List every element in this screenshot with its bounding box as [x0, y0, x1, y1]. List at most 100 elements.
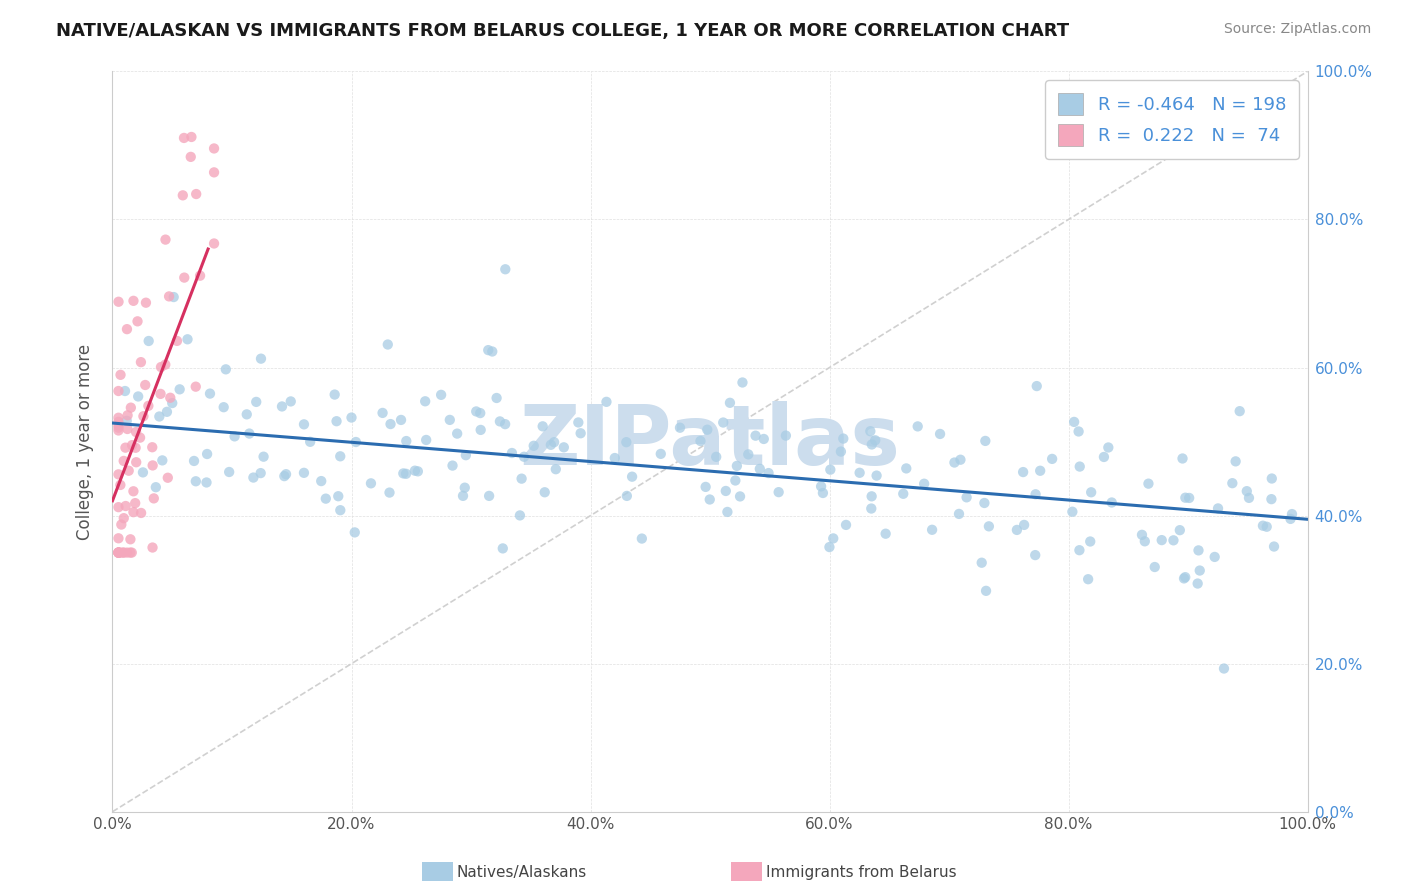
Point [553, 440, 575, 454]
Point [724, 474, 747, 488]
Point [970, 556, 993, 570]
Point [250, 351, 273, 366]
Point [156, 471, 179, 485]
Point [343, 525, 366, 540]
Point [949, 452, 972, 467]
Point [107, 384, 129, 398]
Point [492, 541, 515, 556]
Point [122, 505, 145, 519]
Point [454, 481, 477, 495]
Point [118, 464, 141, 478]
Point [150, 453, 173, 467]
Point [811, 486, 834, 500]
Point [810, 479, 832, 493]
Point [107, 546, 129, 560]
Point [1067, 425, 1090, 439]
Point [1133, 534, 1156, 549]
Point [107, 546, 129, 560]
Point [860, 437, 883, 451]
Point [478, 489, 501, 503]
Point [395, 434, 418, 448]
Point [725, 458, 748, 473]
Point [948, 507, 970, 521]
Point [292, 417, 315, 432]
Point [748, 462, 770, 476]
Point [183, 454, 205, 468]
Point [1150, 533, 1173, 548]
Point [112, 511, 135, 525]
Point [1263, 540, 1285, 554]
Point [1187, 576, 1209, 591]
Point [439, 413, 461, 427]
Point [273, 469, 295, 483]
Point [148, 409, 170, 424]
Point [699, 492, 721, 507]
Point [107, 546, 129, 560]
Point [823, 532, 845, 546]
Point [489, 414, 512, 428]
Point [107, 467, 129, 482]
Point [107, 424, 129, 438]
Point [120, 401, 142, 415]
Point [863, 434, 886, 448]
Point [202, 236, 225, 251]
Point [768, 485, 790, 500]
Point [1171, 451, 1194, 466]
Point [1279, 512, 1302, 526]
Point [718, 396, 741, 410]
Point [501, 446, 523, 460]
Point [758, 466, 780, 480]
Point [114, 441, 136, 455]
Point [696, 423, 718, 437]
Point [531, 419, 554, 434]
Point [695, 480, 717, 494]
Point [112, 546, 135, 560]
Point [832, 432, 855, 446]
Point [891, 487, 914, 501]
Point [1025, 487, 1047, 501]
Point [245, 395, 267, 409]
Point [198, 386, 221, 401]
Point [1025, 379, 1047, 393]
Point [1062, 505, 1084, 519]
Point [1281, 507, 1303, 521]
Point [166, 334, 188, 348]
Point [122, 484, 145, 499]
Point [1206, 501, 1229, 516]
Point [188, 268, 211, 283]
Point [142, 458, 165, 473]
Point [173, 270, 195, 285]
Point [1163, 533, 1185, 548]
Point [155, 358, 177, 372]
Point [117, 422, 139, 436]
Point [494, 417, 516, 432]
Point [621, 469, 644, 483]
Point [1261, 471, 1284, 485]
Point [107, 546, 129, 560]
Point [389, 413, 412, 427]
Point [110, 368, 132, 382]
Point [614, 435, 637, 450]
Point [141, 440, 163, 454]
Point [430, 388, 453, 402]
Point [184, 475, 207, 489]
Point [378, 485, 401, 500]
Point [114, 384, 136, 398]
Point [115, 322, 138, 336]
Point [406, 464, 429, 478]
Point [157, 289, 180, 303]
Point [513, 450, 536, 464]
Point [114, 499, 136, 513]
Point [127, 314, 149, 328]
Point [124, 496, 146, 510]
Point [340, 410, 363, 425]
Point [186, 187, 208, 202]
Point [159, 391, 181, 405]
Point [112, 454, 135, 468]
Point [1251, 518, 1274, 533]
Point [470, 423, 492, 437]
Point [481, 344, 503, 359]
Point [775, 428, 797, 442]
Point [835, 517, 858, 532]
Point [117, 409, 139, 423]
